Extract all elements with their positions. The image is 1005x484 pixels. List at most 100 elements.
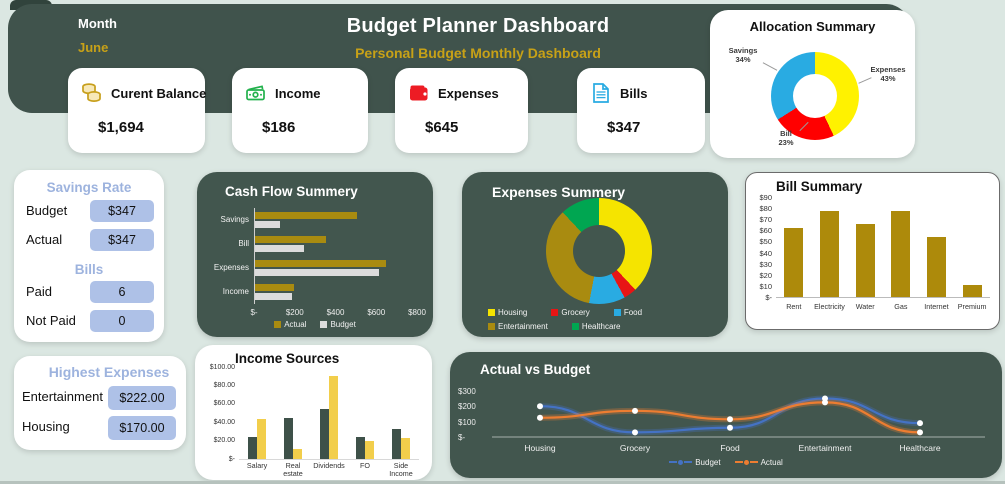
y-tick: $70 bbox=[759, 215, 772, 225]
value-pill: $347 bbox=[90, 229, 154, 251]
x-tick: $- bbox=[250, 308, 258, 317]
expenses-summary-panel: Expenses Summery Housing Grocery Food Ente… bbox=[462, 172, 728, 337]
expenses-legend-row: Housing Grocery Food bbox=[488, 308, 642, 317]
x-tick: $400 bbox=[326, 308, 345, 317]
document-icon bbox=[593, 83, 609, 103]
legend-item: Actual bbox=[734, 458, 783, 467]
bar bbox=[255, 293, 292, 300]
legend-item: Entertainment bbox=[488, 322, 548, 331]
bar-group bbox=[255, 208, 418, 232]
chart-title: Allocation Summary bbox=[749, 19, 876, 34]
legend-swatch bbox=[488, 323, 495, 330]
income-bar-chart bbox=[239, 367, 419, 460]
y-tick: $40.00 bbox=[213, 418, 235, 426]
donut-hole bbox=[793, 74, 837, 118]
bar bbox=[257, 418, 266, 459]
month-selector[interactable]: June bbox=[78, 40, 109, 55]
x-tick: $600 bbox=[367, 308, 386, 317]
category-label: Grocery bbox=[619, 443, 651, 453]
legend-dash bbox=[669, 461, 678, 463]
legend-text: Budget bbox=[695, 458, 721, 467]
actual-vs-budget-panel: Actual vs Budget $300 $200 $100 $- Housing G… bbox=[450, 352, 1002, 478]
y-tick: $- bbox=[458, 433, 466, 442]
category-label: Bill bbox=[238, 239, 249, 248]
legend-dash bbox=[749, 461, 758, 463]
bar bbox=[784, 228, 804, 297]
kpi-label: Expenses bbox=[438, 85, 499, 101]
bill-bar-chart bbox=[776, 197, 990, 298]
kpi-income: Income $186 bbox=[232, 68, 368, 153]
chart-title: Cash Flow Summery bbox=[225, 184, 358, 199]
row-label: Budget bbox=[26, 203, 68, 218]
category-label: Water bbox=[855, 302, 875, 311]
kpi-label: Income bbox=[275, 85, 321, 101]
bar bbox=[891, 211, 911, 297]
y-tick: $300 bbox=[458, 386, 476, 396]
bar bbox=[820, 211, 839, 297]
row-label: Not Paid bbox=[26, 313, 76, 328]
value-pill: $347 bbox=[90, 200, 154, 222]
category-label: Dividends bbox=[313, 461, 345, 470]
bar bbox=[962, 284, 982, 297]
slice-label-expenses: Expenses 43% bbox=[870, 65, 906, 83]
category-label: Salary bbox=[246, 461, 268, 470]
y-tick: $20.00 bbox=[213, 437, 235, 445]
bar bbox=[329, 376, 338, 459]
slice-label-bill: Bill 23% bbox=[778, 129, 794, 147]
bar bbox=[401, 437, 410, 459]
category-label: Income bbox=[222, 287, 249, 296]
bar bbox=[255, 260, 387, 267]
chart-title: Actual vs Budget bbox=[480, 362, 591, 377]
y-tick: $100.00 bbox=[209, 363, 235, 371]
bar bbox=[248, 436, 257, 459]
actual-vs-budget-line-chart bbox=[492, 395, 985, 438]
screen-bottom-edge bbox=[0, 481, 1005, 484]
category-label: FO bbox=[360, 461, 370, 470]
y-tick: $- bbox=[765, 293, 772, 302]
kpi-value: $1,694 bbox=[98, 119, 144, 136]
y-tick: $- bbox=[228, 455, 235, 463]
category-label: Food bbox=[720, 443, 740, 453]
legend-swatch bbox=[571, 323, 579, 330]
value-pill: $222.00 bbox=[108, 386, 176, 410]
y-tick: $90 bbox=[759, 193, 772, 202]
category-label: Rent bbox=[786, 302, 802, 311]
y-tick: $60 bbox=[759, 226, 772, 236]
bar bbox=[855, 223, 875, 297]
value-pill: 0 bbox=[90, 310, 154, 332]
value-pill: $170.00 bbox=[108, 416, 176, 440]
category-label: Entertainment bbox=[798, 443, 852, 453]
kpi-value: $347 bbox=[607, 119, 641, 136]
wallet-icon bbox=[410, 85, 428, 101]
y-tick: $80 bbox=[759, 204, 772, 214]
legend-item: Actual bbox=[274, 320, 306, 329]
category-label: Housing bbox=[524, 443, 556, 453]
highest-expenses-card: Highest Expenses Entertainment $222.00 H… bbox=[14, 356, 186, 450]
bar-group bbox=[255, 280, 418, 304]
category-label: Healthcare bbox=[899, 443, 941, 453]
legend-item: Grocery bbox=[551, 308, 590, 317]
bill-summary-card: Bill Summary $90 $80 $70 $60 $50 $40 $30 $20 $10… bbox=[745, 172, 1000, 330]
y-tick: $20 bbox=[759, 270, 772, 280]
legend-item: Budget bbox=[320, 320, 356, 329]
legend-text: Actual bbox=[760, 458, 783, 467]
kpi-value: $645 bbox=[425, 119, 459, 136]
kpi-label: Curent Balance bbox=[111, 85, 207, 101]
avb-legend: Budget Actual bbox=[450, 458, 1002, 467]
y-tick: $50 bbox=[759, 237, 772, 247]
row-label: Entertainment bbox=[22, 389, 103, 404]
bar bbox=[255, 284, 294, 291]
legend-swatch bbox=[613, 309, 621, 316]
page-title: Budget Planner Dashboard bbox=[346, 15, 610, 37]
bar bbox=[255, 245, 304, 252]
legend-item: Budget bbox=[669, 458, 721, 467]
category-label: Gas bbox=[894, 302, 908, 311]
legend-item: Healthcare bbox=[571, 322, 621, 331]
y-tick: $10 bbox=[759, 281, 772, 291]
x-tick: $800 bbox=[408, 308, 426, 317]
legend-swatch bbox=[488, 309, 495, 316]
legend-item: Housing bbox=[488, 308, 527, 317]
kpi-label: Bills bbox=[620, 85, 648, 101]
category-label: Side Income bbox=[389, 461, 413, 478]
coins-icon bbox=[82, 83, 101, 102]
